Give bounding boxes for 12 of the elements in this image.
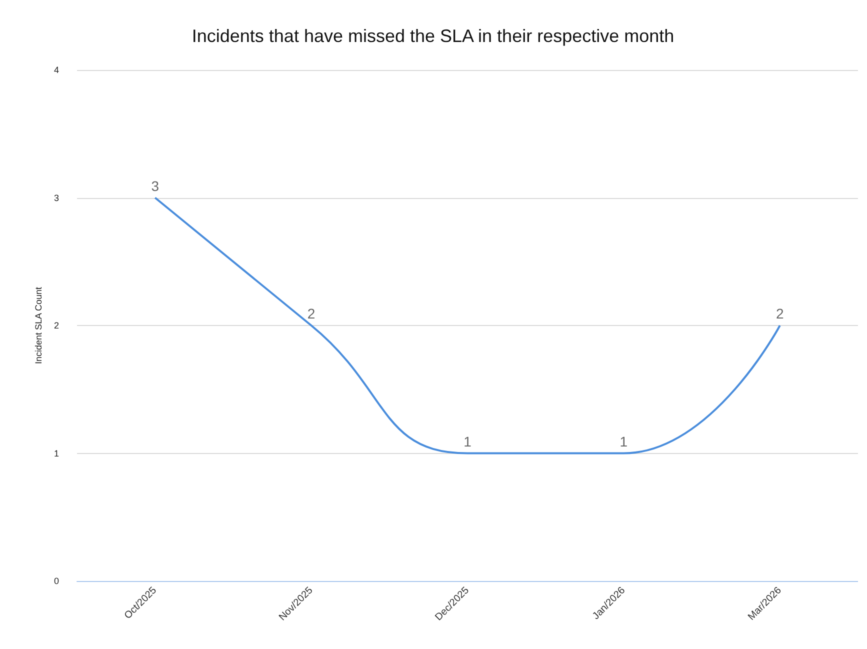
y-tick-label: 2 xyxy=(54,320,59,330)
y-axis-title: Incident SLA Count xyxy=(34,286,44,364)
y-tick-label: 4 xyxy=(54,65,59,75)
data-label: 1 xyxy=(464,433,472,450)
data-label: 1 xyxy=(620,433,628,450)
y-tick-label: 0 xyxy=(54,576,59,586)
data-label: 2 xyxy=(776,306,784,322)
y-tick-label: 3 xyxy=(54,192,59,203)
y-tick-label: 1 xyxy=(54,448,59,458)
chart-title: Incidents that have missed the SLA in their respective month xyxy=(192,26,674,46)
data-label: 3 xyxy=(151,178,160,194)
data-label: 2 xyxy=(307,306,316,322)
